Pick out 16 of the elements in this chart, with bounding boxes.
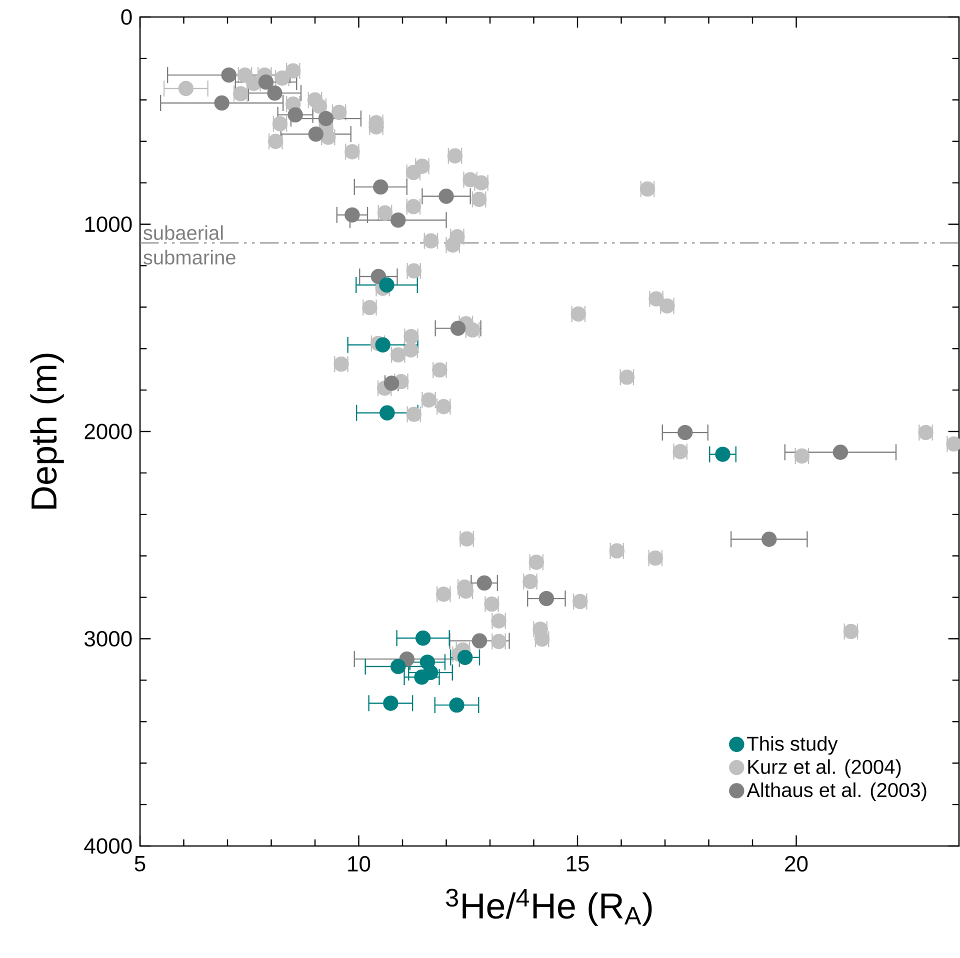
x-tick-label: 15 xyxy=(566,856,589,872)
y-tick-label: 2000 xyxy=(84,424,132,440)
x-axis-title: $^{3}$He/$^{4}$He (R$_{A}$) xyxy=(446,888,652,926)
annotation: submarine xyxy=(144,250,236,265)
y-tick-label: 1000 xyxy=(85,216,132,232)
y-axis-title: Depth (m) xyxy=(30,354,64,509)
x-tick-label: 10 xyxy=(348,856,370,872)
legend-label: Kurz et al. (2004) xyxy=(748,759,901,778)
y-tick-label: 4000 xyxy=(84,838,132,854)
y-tick-label: 0 xyxy=(121,9,132,25)
x-tick-label: 5 xyxy=(134,856,146,872)
legend-label: Althaus et al. (2003) xyxy=(746,782,926,802)
y-tick-label: 3000 xyxy=(84,630,132,647)
x-tick-label: 20 xyxy=(785,856,808,872)
ref-line-label: subaerial xyxy=(144,225,223,240)
legend-label: This study xyxy=(747,736,838,755)
